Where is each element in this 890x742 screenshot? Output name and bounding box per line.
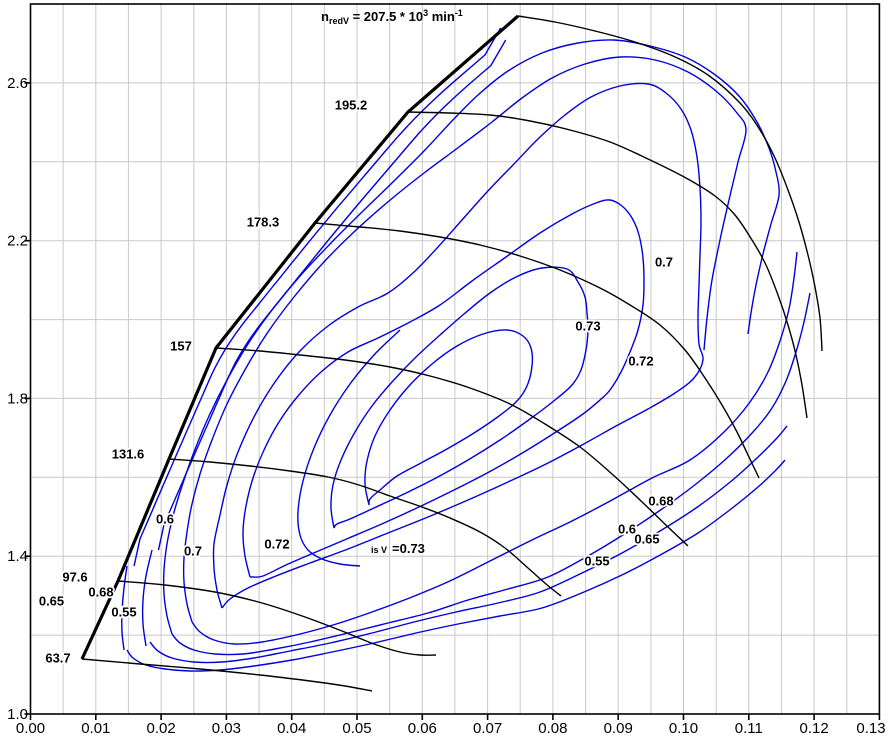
svg-text:0.68: 0.68 (88, 585, 113, 600)
svg-text:157: 157 (170, 339, 192, 354)
svg-text:0.03: 0.03 (212, 720, 241, 737)
svg-text:0.12: 0.12 (799, 720, 828, 737)
svg-text:0.04: 0.04 (277, 720, 306, 737)
svg-text:0.55: 0.55 (111, 605, 136, 620)
svg-text:0.55: 0.55 (584, 554, 609, 569)
svg-text:0.65: 0.65 (39, 594, 64, 609)
svg-text:0.06: 0.06 (408, 720, 437, 737)
svg-text:0.08: 0.08 (538, 720, 567, 737)
svg-text:0.72: 0.72 (264, 537, 289, 552)
svg-text:0.7: 0.7 (655, 255, 673, 270)
svg-text:0.6: 0.6 (156, 512, 174, 527)
svg-text:0.09: 0.09 (604, 720, 633, 737)
svg-text:0.73: 0.73 (575, 319, 600, 334)
svg-text:195.2: 195.2 (335, 98, 368, 113)
svg-text:131.6: 131.6 (112, 447, 145, 462)
svg-text:0.11: 0.11 (735, 720, 763, 737)
svg-text:is V: is V (371, 545, 387, 555)
svg-text:0.05: 0.05 (342, 720, 371, 737)
svg-text:2.2: 2.2 (7, 233, 28, 250)
svg-text:0.10: 0.10 (669, 720, 698, 737)
svg-text:63.7: 63.7 (45, 651, 70, 666)
svg-text:0.68: 0.68 (648, 494, 673, 509)
svg-text:0.72: 0.72 (628, 354, 653, 369)
svg-text:1.0: 1.0 (7, 706, 28, 723)
svg-text:0.7: 0.7 (184, 544, 202, 559)
svg-text:0.13: 0.13 (856, 720, 885, 737)
svg-text:1.8: 1.8 (7, 390, 28, 407)
svg-text:0.01: 0.01 (81, 720, 110, 737)
svg-text:0.65: 0.65 (634, 532, 659, 547)
svg-text:0.00: 0.00 (16, 720, 45, 737)
svg-text:178.3: 178.3 (247, 215, 280, 230)
svg-text:2.6: 2.6 (7, 75, 28, 92)
svg-text:=0.73: =0.73 (392, 541, 425, 556)
svg-text:0.6: 0.6 (618, 522, 636, 537)
svg-text:0.07: 0.07 (473, 720, 502, 737)
svg-text:1.4: 1.4 (7, 548, 28, 565)
svg-text:97.6: 97.6 (62, 570, 87, 585)
svg-text:0.02: 0.02 (146, 720, 175, 737)
svg-text:nredV = 207.5 * 103 min-1: nredV = 207.5 * 103 min-1 (321, 8, 463, 26)
